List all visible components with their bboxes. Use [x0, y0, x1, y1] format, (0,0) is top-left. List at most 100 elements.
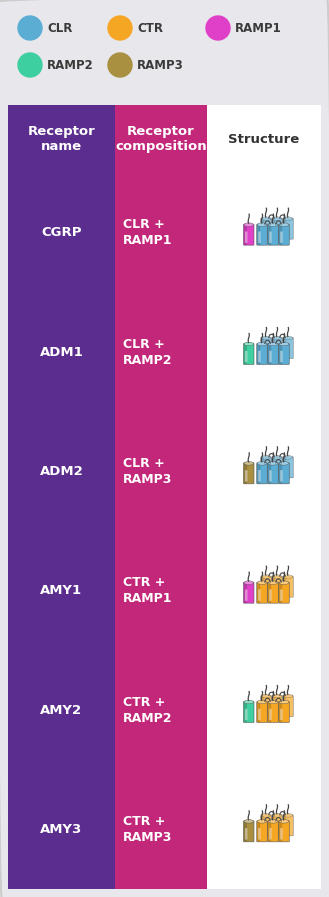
- FancyBboxPatch shape: [268, 463, 271, 483]
- Text: CTR +
RAMP3: CTR + RAMP3: [123, 814, 172, 844]
- FancyBboxPatch shape: [268, 821, 271, 841]
- FancyBboxPatch shape: [272, 337, 282, 359]
- FancyBboxPatch shape: [268, 463, 278, 483]
- Ellipse shape: [268, 581, 278, 585]
- FancyBboxPatch shape: [261, 337, 264, 358]
- FancyBboxPatch shape: [261, 695, 271, 717]
- FancyBboxPatch shape: [273, 823, 276, 833]
- FancyBboxPatch shape: [279, 344, 289, 364]
- FancyBboxPatch shape: [262, 583, 265, 595]
- FancyBboxPatch shape: [262, 703, 265, 714]
- Text: Structure: Structure: [228, 133, 300, 145]
- FancyBboxPatch shape: [243, 463, 254, 483]
- Ellipse shape: [244, 342, 254, 346]
- Ellipse shape: [268, 820, 278, 823]
- FancyBboxPatch shape: [269, 828, 272, 840]
- FancyBboxPatch shape: [257, 582, 260, 603]
- FancyBboxPatch shape: [258, 231, 261, 243]
- Text: CTR: CTR: [137, 22, 163, 34]
- Text: Receptor
name: Receptor name: [28, 125, 95, 153]
- FancyBboxPatch shape: [269, 351, 272, 362]
- FancyBboxPatch shape: [283, 695, 293, 717]
- FancyBboxPatch shape: [284, 464, 287, 475]
- FancyBboxPatch shape: [243, 344, 254, 364]
- FancyBboxPatch shape: [262, 344, 265, 356]
- FancyBboxPatch shape: [268, 582, 271, 603]
- FancyBboxPatch shape: [273, 583, 276, 595]
- FancyBboxPatch shape: [269, 231, 272, 243]
- FancyBboxPatch shape: [279, 582, 289, 603]
- FancyBboxPatch shape: [1, 1, 328, 106]
- FancyBboxPatch shape: [261, 577, 264, 597]
- FancyBboxPatch shape: [272, 815, 275, 836]
- Text: AMY1: AMY1: [40, 584, 83, 597]
- FancyBboxPatch shape: [258, 709, 261, 720]
- FancyBboxPatch shape: [257, 224, 267, 245]
- FancyBboxPatch shape: [261, 696, 264, 717]
- Ellipse shape: [261, 694, 271, 698]
- FancyBboxPatch shape: [272, 218, 282, 239]
- FancyBboxPatch shape: [244, 344, 247, 364]
- FancyBboxPatch shape: [244, 582, 247, 603]
- Text: CLR +
RAMP1: CLR + RAMP1: [123, 218, 172, 248]
- Ellipse shape: [272, 694, 282, 698]
- Ellipse shape: [272, 575, 282, 579]
- Ellipse shape: [261, 814, 271, 817]
- Ellipse shape: [272, 217, 282, 221]
- FancyBboxPatch shape: [283, 457, 293, 478]
- Ellipse shape: [268, 222, 278, 226]
- Ellipse shape: [279, 701, 289, 704]
- Ellipse shape: [283, 575, 293, 579]
- Text: AMY3: AMY3: [40, 823, 83, 836]
- FancyBboxPatch shape: [284, 823, 287, 833]
- FancyBboxPatch shape: [279, 582, 282, 603]
- Bar: [207, 105, 321, 889]
- FancyBboxPatch shape: [257, 821, 267, 841]
- FancyBboxPatch shape: [280, 231, 283, 243]
- FancyBboxPatch shape: [284, 225, 287, 237]
- FancyBboxPatch shape: [257, 344, 260, 364]
- Ellipse shape: [279, 222, 289, 226]
- FancyBboxPatch shape: [268, 224, 278, 245]
- Text: RAMP2: RAMP2: [47, 58, 94, 72]
- FancyBboxPatch shape: [262, 464, 265, 475]
- Ellipse shape: [244, 581, 254, 585]
- FancyBboxPatch shape: [258, 589, 261, 601]
- FancyBboxPatch shape: [245, 709, 247, 720]
- Circle shape: [108, 16, 132, 40]
- FancyBboxPatch shape: [273, 344, 276, 356]
- Text: RAMP1: RAMP1: [235, 22, 282, 34]
- Ellipse shape: [272, 456, 282, 459]
- FancyBboxPatch shape: [262, 823, 265, 833]
- FancyBboxPatch shape: [273, 225, 276, 237]
- FancyBboxPatch shape: [268, 701, 271, 722]
- FancyBboxPatch shape: [261, 576, 271, 597]
- FancyBboxPatch shape: [244, 224, 247, 245]
- FancyBboxPatch shape: [272, 695, 282, 717]
- FancyBboxPatch shape: [272, 457, 282, 478]
- Text: AMY2: AMY2: [40, 703, 83, 717]
- FancyBboxPatch shape: [280, 589, 283, 601]
- Ellipse shape: [257, 222, 267, 226]
- Text: CLR +
RAMP2: CLR + RAMP2: [123, 337, 172, 367]
- FancyBboxPatch shape: [273, 464, 276, 475]
- Ellipse shape: [261, 456, 271, 459]
- FancyBboxPatch shape: [245, 470, 247, 482]
- FancyBboxPatch shape: [279, 224, 282, 245]
- FancyBboxPatch shape: [269, 589, 272, 601]
- FancyBboxPatch shape: [257, 821, 260, 841]
- FancyBboxPatch shape: [268, 701, 278, 722]
- Circle shape: [18, 53, 42, 77]
- FancyBboxPatch shape: [268, 344, 271, 364]
- FancyBboxPatch shape: [280, 828, 283, 840]
- FancyBboxPatch shape: [244, 821, 247, 841]
- FancyBboxPatch shape: [262, 225, 265, 237]
- FancyBboxPatch shape: [269, 709, 272, 720]
- Ellipse shape: [244, 820, 254, 823]
- FancyBboxPatch shape: [279, 821, 282, 841]
- FancyBboxPatch shape: [283, 218, 293, 239]
- FancyBboxPatch shape: [283, 576, 293, 597]
- Ellipse shape: [283, 336, 293, 340]
- Circle shape: [108, 53, 132, 77]
- FancyBboxPatch shape: [268, 821, 278, 841]
